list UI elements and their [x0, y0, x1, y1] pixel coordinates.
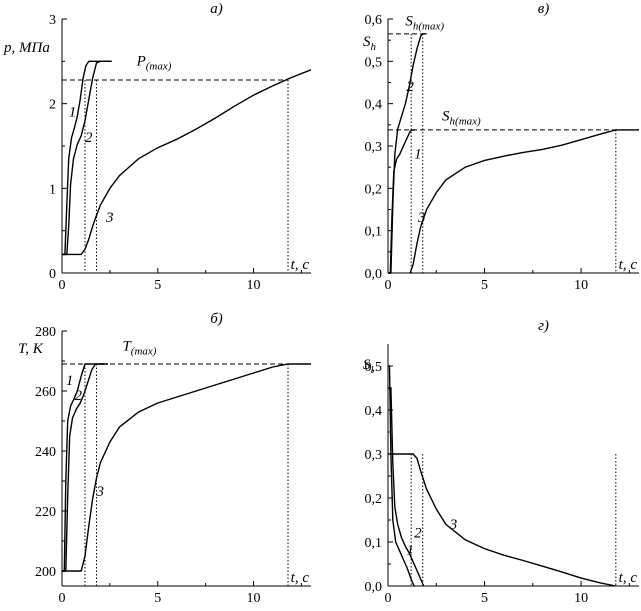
chart-title: а) — [210, 1, 223, 17]
max-label: P(max) — [136, 53, 172, 72]
y-tick-label: 3 — [49, 13, 56, 28]
x-tick-label: 0 — [59, 278, 66, 293]
chart-title: б) — [210, 311, 223, 327]
y-tick-label: 0,0 — [365, 267, 383, 282]
y-axis-label-sub: l — [371, 364, 374, 376]
y-tick-label: 220 — [35, 505, 56, 520]
y-tick-label: 0,1 — [365, 536, 383, 551]
x-axis-label: t, с — [291, 570, 310, 586]
chart-title: г) — [538, 318, 549, 334]
series-1-line — [388, 365, 415, 587]
x-tick-label: 10 — [247, 591, 261, 606]
y-axis-label: p, МПа — [3, 40, 50, 56]
y-tick-label: 2 — [49, 98, 56, 113]
y-tick-label: 1 — [49, 182, 56, 197]
y-tick-label: 0,1 — [365, 225, 383, 240]
max-label-3: Sh(max) — [442, 109, 481, 128]
chart-T: 200 220 240 260 280 0 5 10 t, с б) T, К T(max) 12 3 — [18, 311, 311, 606]
x-tick-label: 5 — [154, 278, 161, 293]
series-2-label: 2 — [74, 388, 82, 404]
series-2-label: 2 — [414, 526, 422, 542]
series-2-label: 2 — [406, 79, 414, 95]
x-axis-label: t, с — [619, 257, 638, 273]
x-tick-label: 0 — [59, 591, 66, 606]
max-label-3-sub: h(max) — [450, 116, 481, 128]
y-axis-label: Sh — [363, 34, 377, 53]
max-label-sub: (max) — [131, 346, 157, 358]
x-tick-label: 10 — [574, 591, 588, 606]
series-1-label: 1 — [69, 104, 77, 120]
x-tick-label: 0 — [385, 591, 392, 606]
y-tick-label: 200 — [35, 565, 56, 580]
y-tick-label: 0,3 — [365, 140, 383, 155]
series-2-line — [388, 387, 425, 587]
y-tick-label: 280 — [35, 325, 56, 340]
x-tick-label: 5 — [481, 278, 488, 293]
max-label-2-sub: h(max) — [413, 20, 444, 32]
x-axis-label: t, с — [291, 257, 310, 273]
series-3-label: 3 — [105, 210, 114, 226]
y-tick-label: 0,3 — [365, 448, 383, 463]
series-1-label: 1 — [414, 147, 422, 163]
series-3-label: 3 — [449, 517, 458, 533]
series-1-label: 1 — [406, 543, 414, 559]
chart-sh: 0,0 0,1 0,2 0,3 0,4 0,5 0,6 0 5 10 t, с в) Sh Sh(max)… — [363, 1, 639, 293]
series-2-line — [388, 33, 427, 274]
y-axis-label: Sl — [363, 357, 374, 376]
x-tick-label: 0 — [385, 278, 392, 293]
chart-title: в) — [538, 1, 550, 17]
max-label: T(max) — [122, 339, 156, 358]
y-tick-label: 260 — [35, 385, 56, 400]
y-tick-label: 0,2 — [365, 492, 383, 507]
y-axis-label-sub: h — [371, 41, 377, 53]
y-tick-label: 0,0 — [365, 580, 383, 595]
series-3-line — [62, 69, 312, 256]
series-1-label: 1 — [66, 373, 74, 389]
series-1-line — [62, 60, 110, 256]
x-axis-label: t, с — [619, 570, 638, 586]
series-3-line — [409, 129, 639, 274]
series-2-line — [62, 363, 108, 572]
series-2-label: 2 — [85, 130, 93, 146]
x-tick-label: 10 — [574, 278, 588, 293]
y-tick-label: 0,4 — [365, 98, 383, 113]
y-tick-label: 0,4 — [365, 404, 383, 419]
x-tick-label: 5 — [154, 591, 161, 606]
x-tick-label: 10 — [247, 278, 261, 293]
y-tick-label: 240 — [35, 445, 56, 460]
x-tick-label: 5 — [481, 591, 488, 606]
max-label-2: Sh(max) — [405, 13, 444, 32]
y-tick-label: 0,6 — [365, 13, 383, 28]
y-tick-label: 0,5 — [365, 55, 383, 70]
series-3-label: 3 — [417, 210, 426, 226]
y-tick-label: 0,5 — [365, 360, 383, 375]
series-1-line — [62, 363, 105, 572]
chart-sl: 0,0 0,1 0,2 0,3 0,4 0,5 0 5 10 t, с г) Sl 12 3 — [363, 318, 639, 606]
y-tick-label: 0 — [49, 267, 56, 282]
series-3-line — [388, 453, 616, 587]
y-axis-label: T, К — [18, 341, 44, 357]
max-label-sub: (max) — [146, 60, 172, 72]
series-3-label: 3 — [95, 484, 104, 500]
series-2-line — [62, 60, 112, 256]
y-tick-label: 0,2 — [365, 182, 383, 197]
series-3-line — [62, 363, 311, 572]
